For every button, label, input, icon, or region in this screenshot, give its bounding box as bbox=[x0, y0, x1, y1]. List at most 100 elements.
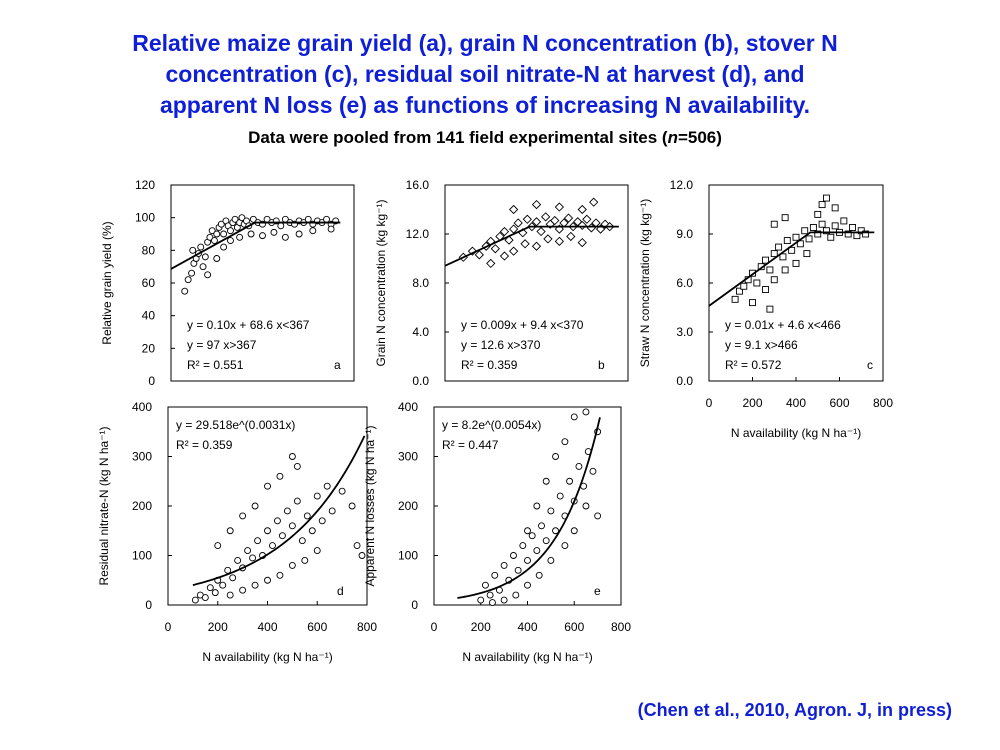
citation: (Chen et al., 2010, Agron. J, in press) bbox=[637, 700, 952, 720]
data-point bbox=[547, 507, 555, 515]
data-point bbox=[298, 537, 306, 545]
data-point bbox=[249, 554, 257, 562]
data-point bbox=[353, 542, 361, 550]
data-point bbox=[533, 547, 541, 554]
data-point bbox=[217, 220, 225, 228]
data-point bbox=[563, 213, 574, 223]
data-point bbox=[510, 552, 517, 559]
data-point bbox=[781, 266, 789, 274]
data-point bbox=[550, 215, 560, 226]
data-point bbox=[226, 591, 234, 599]
data-point bbox=[582, 408, 590, 416]
data-point bbox=[251, 502, 259, 510]
panel-c: 0.0 3.0 6.0 9.0 12.0 0 200 400 600 800 Straw N con… bbox=[638, 178, 893, 440]
y-tick-label: 16.0 bbox=[406, 178, 430, 192]
x-tick-label: 200 bbox=[208, 620, 228, 634]
y-tick-label: 400 bbox=[132, 400, 152, 414]
data-point bbox=[219, 581, 227, 589]
data-point bbox=[536, 226, 546, 237]
data-point bbox=[779, 253, 787, 261]
data-point bbox=[236, 233, 244, 241]
data-point bbox=[535, 571, 543, 579]
data-point bbox=[552, 527, 559, 535]
data-point bbox=[288, 561, 296, 569]
panel-letter-a: a bbox=[334, 358, 341, 372]
panel-letter-d: d bbox=[337, 584, 344, 598]
fit-line-e bbox=[457, 417, 601, 599]
data-point bbox=[827, 233, 835, 241]
data-point bbox=[522, 214, 532, 224]
data-point bbox=[301, 557, 309, 564]
data-point bbox=[188, 269, 196, 277]
data-point bbox=[295, 230, 303, 238]
data-point bbox=[490, 244, 500, 254]
data-point bbox=[213, 230, 221, 238]
data-point bbox=[783, 237, 791, 244]
data-point bbox=[199, 263, 207, 271]
data-point bbox=[254, 537, 261, 545]
data-point bbox=[818, 201, 826, 209]
x-tick-label: 400 bbox=[257, 620, 277, 634]
data-point bbox=[770, 250, 778, 258]
data-point bbox=[575, 462, 583, 470]
data-point bbox=[276, 472, 284, 480]
data-point bbox=[508, 204, 519, 215]
data-point bbox=[239, 586, 247, 594]
equation-text: R² = 0.551 bbox=[187, 358, 244, 372]
data-point bbox=[239, 512, 247, 520]
data-point bbox=[512, 591, 520, 599]
data-point bbox=[491, 571, 499, 579]
data-point bbox=[554, 236, 565, 246]
panel-letter-c: c bbox=[867, 358, 873, 372]
x-axis-label: N availability (kg N ha⁻¹) bbox=[731, 426, 861, 440]
data-point bbox=[499, 251, 510, 261]
page-title: Relative maize grain yield (a), grain N … bbox=[0, 28, 970, 121]
x-tick-label: 600 bbox=[307, 620, 327, 634]
data-point bbox=[274, 517, 281, 525]
data-point bbox=[792, 259, 800, 267]
data-point bbox=[814, 230, 822, 238]
data-point bbox=[594, 512, 602, 520]
data-point bbox=[224, 566, 232, 574]
data-point bbox=[481, 581, 489, 589]
data-point bbox=[327, 225, 335, 233]
data-point bbox=[229, 574, 237, 582]
data-point bbox=[486, 258, 496, 269]
data-point bbox=[577, 237, 587, 248]
data-point bbox=[244, 547, 252, 554]
data-point bbox=[809, 224, 817, 231]
data-point bbox=[753, 279, 761, 287]
data-point bbox=[542, 477, 550, 485]
panel-letter-b: b bbox=[598, 358, 605, 372]
data-point bbox=[849, 224, 856, 231]
data-point bbox=[269, 542, 276, 550]
y-tick-label: 120 bbox=[135, 178, 155, 192]
data-point bbox=[293, 497, 301, 505]
y-axis-label: Apparent N losses (kg N ha⁻¹) bbox=[363, 425, 377, 586]
data-point bbox=[281, 233, 289, 241]
data-point bbox=[552, 453, 559, 460]
equation-text: y = 97 x>367 bbox=[187, 338, 257, 352]
y-tick-label: 12.0 bbox=[670, 178, 694, 192]
data-point bbox=[214, 542, 222, 550]
data-point bbox=[474, 250, 484, 260]
data-point bbox=[547, 557, 555, 564]
data-point bbox=[766, 266, 774, 274]
x-tick-label: 600 bbox=[829, 396, 849, 410]
data-point bbox=[189, 246, 197, 254]
y-axis-label: Residual nitrate-N (kg N ha⁻¹) bbox=[97, 426, 111, 585]
data-point bbox=[524, 581, 531, 589]
title-line: Relative maize grain yield (a), grain N … bbox=[132, 30, 838, 56]
data-point bbox=[814, 210, 822, 218]
data-point bbox=[770, 276, 778, 284]
data-point bbox=[226, 527, 234, 535]
data-point bbox=[211, 589, 219, 597]
subtitle-text-end: =506) bbox=[677, 128, 722, 147]
x-tick-label: 600 bbox=[564, 620, 584, 634]
data-point bbox=[531, 241, 542, 251]
data-point bbox=[514, 566, 522, 574]
fit-line-d bbox=[192, 435, 366, 586]
data-point bbox=[823, 194, 830, 202]
data-point bbox=[740, 282, 748, 290]
